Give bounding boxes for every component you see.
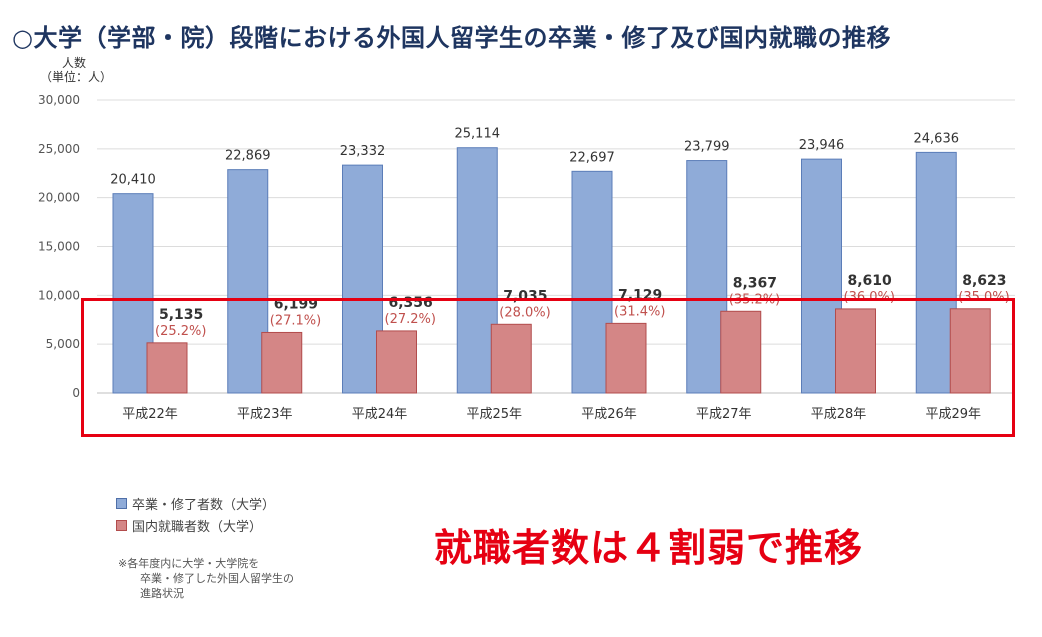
bar-employed [720,310,762,394]
x-tick-label: 平成22年 [122,407,178,422]
data-label-graduates: 24,636 [914,131,960,146]
data-label-employed: 8,610 [848,273,893,289]
data-label-graduates: 25,114 [455,127,501,142]
data-label-graduates: 23,332 [340,144,386,159]
x-tick-label: 平成29年 [925,407,981,422]
data-label-graduates: 23,799 [684,140,730,155]
legend-label-employed: 国内就職者数（大学） [132,519,263,535]
bar-graduates [571,170,613,394]
highlight-box [81,298,1015,437]
x-tick-label: 平成27年 [696,407,752,422]
y-tick-label: 15,000 [38,240,80,254]
data-label-employed: 8,623 [962,273,1006,289]
bar-employed [949,308,991,394]
y-tick-label: 25,000 [38,142,80,156]
y-tick-label: 0 [72,386,80,400]
data-label-ratio: (27.1%) [270,313,321,328]
x-tick-label: 平成26年 [581,407,637,422]
bar-employed [605,322,647,394]
bar-graduates [456,147,498,394]
data-label-employed: 8,367 [733,275,777,291]
x-tick-label: 平成24年 [352,407,408,422]
y-tick-label: 10,000 [38,288,80,302]
x-tick-label: 平成25年 [466,407,522,422]
data-label-ratio: (36.0%) [844,290,895,305]
callout-text: 就職者数は４割弱で推移 [434,526,864,570]
unit-label-line2: （単位：人） [40,70,113,84]
legend-label-graduates: 卒業・修了者数（大学） [132,497,276,513]
y-tick-label: 5,000 [46,337,80,351]
legend-item-graduates: 卒業・修了者数（大学） [116,492,275,514]
bar-employed [490,323,532,394]
footnote-line1: ※各年度内に大学・大学院を [118,557,260,570]
data-label-employed: 5,135 [159,307,203,323]
data-label-graduates: 23,946 [799,138,845,153]
data-label-ratio: (28.0%) [499,305,550,320]
y-axis-unit-label: 人数 （単位：人） [40,56,112,84]
bar-graduates [915,151,957,394]
data-label-graduates: 22,697 [569,150,615,165]
footnote-line3: 進路状況 [140,587,184,600]
y-tick-label: 30,000 [38,93,80,107]
bar-graduates [227,169,269,394]
bar-graduates [112,193,154,394]
data-label-ratio: (31.4%) [614,304,665,319]
bar-graduates [342,164,383,394]
data-label-graduates: 20,410 [110,173,156,188]
bar-graduates [801,158,842,394]
data-label-ratio: (35.0%) [958,290,1009,305]
footnote: ※各年度内に大学・大学院を 卒業・修了した外国人留学生の 進路状況 [118,556,294,601]
bar-employed [835,308,876,394]
bar-employed [261,331,303,394]
x-tick-label: 平成28年 [811,407,867,422]
x-tick-label: 平成23年 [237,407,293,422]
bar-employed [376,330,417,394]
legend-swatch-graduates [116,497,127,509]
legend-item-employed: 国内就職者数（大学） [116,514,275,536]
legend: 卒業・修了者数（大学） 国内就職者数（大学） [116,492,275,536]
footnote-line2: 卒業・修了した外国人留学生の [140,572,294,585]
page-title: ○大学（学部・院）段階における外国人留学生の卒業・修了及び国内就職の推移 [12,24,891,52]
y-tick-label: 20,000 [38,191,80,205]
data-label-ratio: (25.2%) [155,324,206,339]
legend-swatch-employed [116,519,127,531]
unit-label-line1: 人数 [62,56,87,70]
bar-graduates [686,160,728,394]
bar-employed [146,342,188,394]
data-label-ratio: (27.2%) [385,312,436,327]
data-label-graduates: 22,869 [225,149,271,164]
